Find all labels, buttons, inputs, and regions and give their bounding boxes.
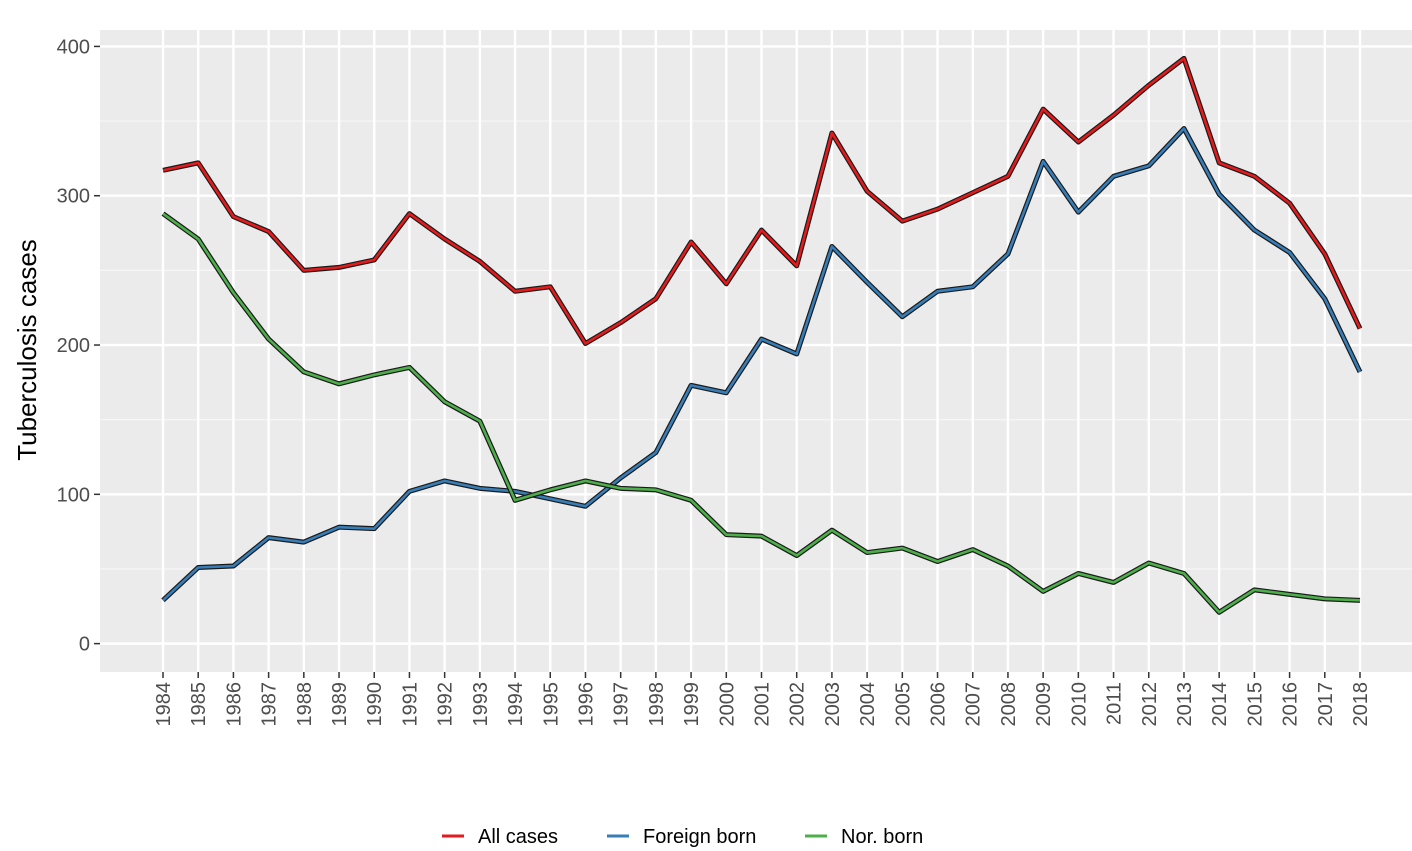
x-tick-label: 2009 xyxy=(1033,682,1055,727)
y-tick-label: 0 xyxy=(79,634,90,656)
x-tick-label: 1998 xyxy=(646,682,668,727)
y-tick-label: 300 xyxy=(57,186,90,208)
line xyxy=(162,127,1362,602)
x-tick-label: 2007 xyxy=(963,682,985,727)
x-tick-label: 1994 xyxy=(505,682,527,727)
x-tick-label: 2003 xyxy=(822,682,844,727)
y-axis-label: Tuberculosis cases xyxy=(12,239,42,461)
x-tick-label: 2005 xyxy=(892,682,914,727)
x-tick-label: 1993 xyxy=(470,682,492,727)
x-tick-label: 2008 xyxy=(998,682,1020,727)
x-tick-label: 2014 xyxy=(1209,682,1231,727)
x-tick-label: 2012 xyxy=(1139,682,1161,727)
x-tick-label: 1991 xyxy=(399,682,421,727)
y-tick-label: 400 xyxy=(57,36,90,58)
line xyxy=(162,212,1361,614)
x-tick-label: 2018 xyxy=(1350,682,1372,727)
x-tick-label: 2017 xyxy=(1315,682,1337,727)
x-tick-label: 1995 xyxy=(540,682,562,727)
x-tick-label: 1990 xyxy=(364,682,386,727)
x-tick-label: 1984 xyxy=(153,682,175,727)
x-tick-label: 2011 xyxy=(1104,682,1126,725)
x-tick-label: 1986 xyxy=(223,682,245,727)
x-tick-label: 1985 xyxy=(188,682,210,727)
x-tick-label: 2010 xyxy=(1068,682,1090,727)
x-tick-label: 2015 xyxy=(1244,682,1266,727)
x-tick-label: 2001 xyxy=(752,682,774,727)
x-tick-label: 1989 xyxy=(329,682,351,727)
x-tick-label: 1988 xyxy=(294,682,316,727)
line xyxy=(162,57,1362,345)
x-tick-label: 1996 xyxy=(575,682,597,727)
x-tick-label: 2000 xyxy=(716,682,738,727)
x-tick-label: 1997 xyxy=(611,682,633,727)
legend-label: Nor. born xyxy=(841,826,923,848)
x-tick-label: 2006 xyxy=(928,682,950,727)
x-tick-label: 1987 xyxy=(259,682,281,727)
legend-label: Foreign born xyxy=(643,826,756,848)
x-tick-label: 2004 xyxy=(857,682,879,727)
legend-label: All cases xyxy=(478,826,558,848)
y-tick-label: 100 xyxy=(57,484,90,506)
x-tick-label: 2013 xyxy=(1174,682,1196,727)
y-tick-label: 200 xyxy=(57,335,90,357)
x-tick-label: 1999 xyxy=(681,682,703,727)
x-tick-label: 2002 xyxy=(787,682,809,727)
x-tick-label: 1992 xyxy=(435,682,457,727)
x-tick-label: 2016 xyxy=(1280,682,1302,727)
